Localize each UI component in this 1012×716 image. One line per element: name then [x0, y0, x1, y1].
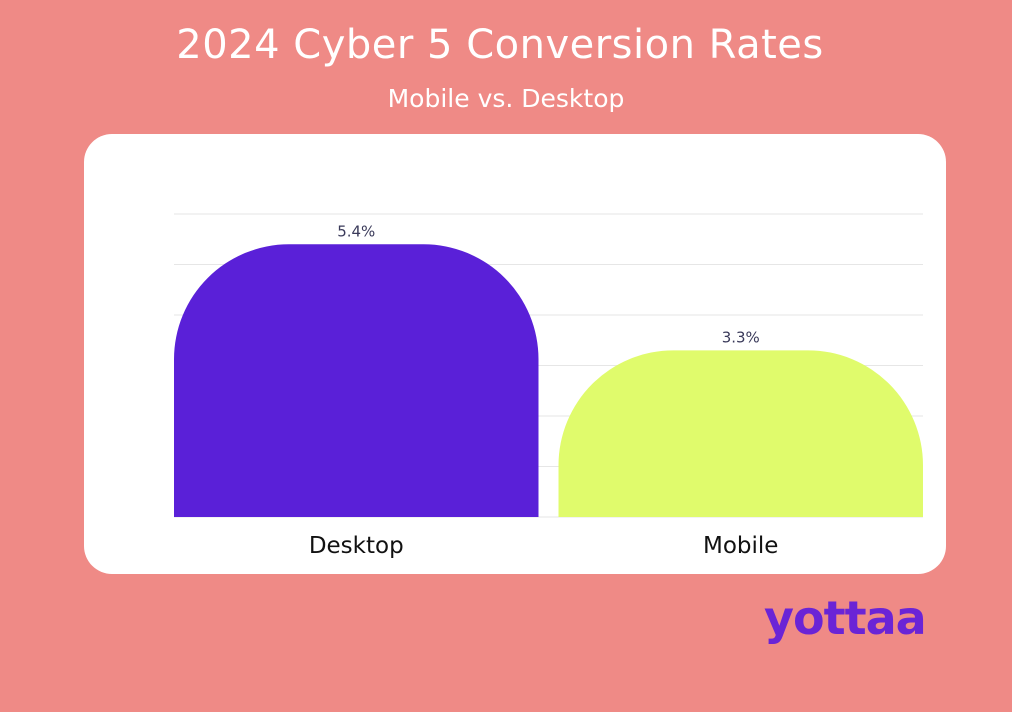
value-label-desktop: 5.4%	[337, 222, 375, 240]
bar-desktop	[174, 244, 539, 518]
chart-subtitle: Mobile vs. Desktop	[387, 84, 625, 113]
chart-title: 2024 Cyber 5 Conversion Rates	[176, 22, 824, 68]
yottaa-logo: yottaa	[760, 588, 940, 658]
value-label-mobile: 3.3%	[722, 328, 760, 346]
logo-wordmark: yottaa	[764, 591, 927, 645]
bar-chart: 5.4% Desktop 3.3% Mobile	[174, 213, 923, 559]
category-label-desktop: Desktop	[309, 533, 404, 559]
bar-mobile	[558, 350, 923, 517]
chart-card: 5.4% Desktop 3.3% Mobile	[84, 134, 946, 574]
category-label-mobile: Mobile	[703, 533, 778, 559]
bottom-divider	[0, 712, 1012, 716]
